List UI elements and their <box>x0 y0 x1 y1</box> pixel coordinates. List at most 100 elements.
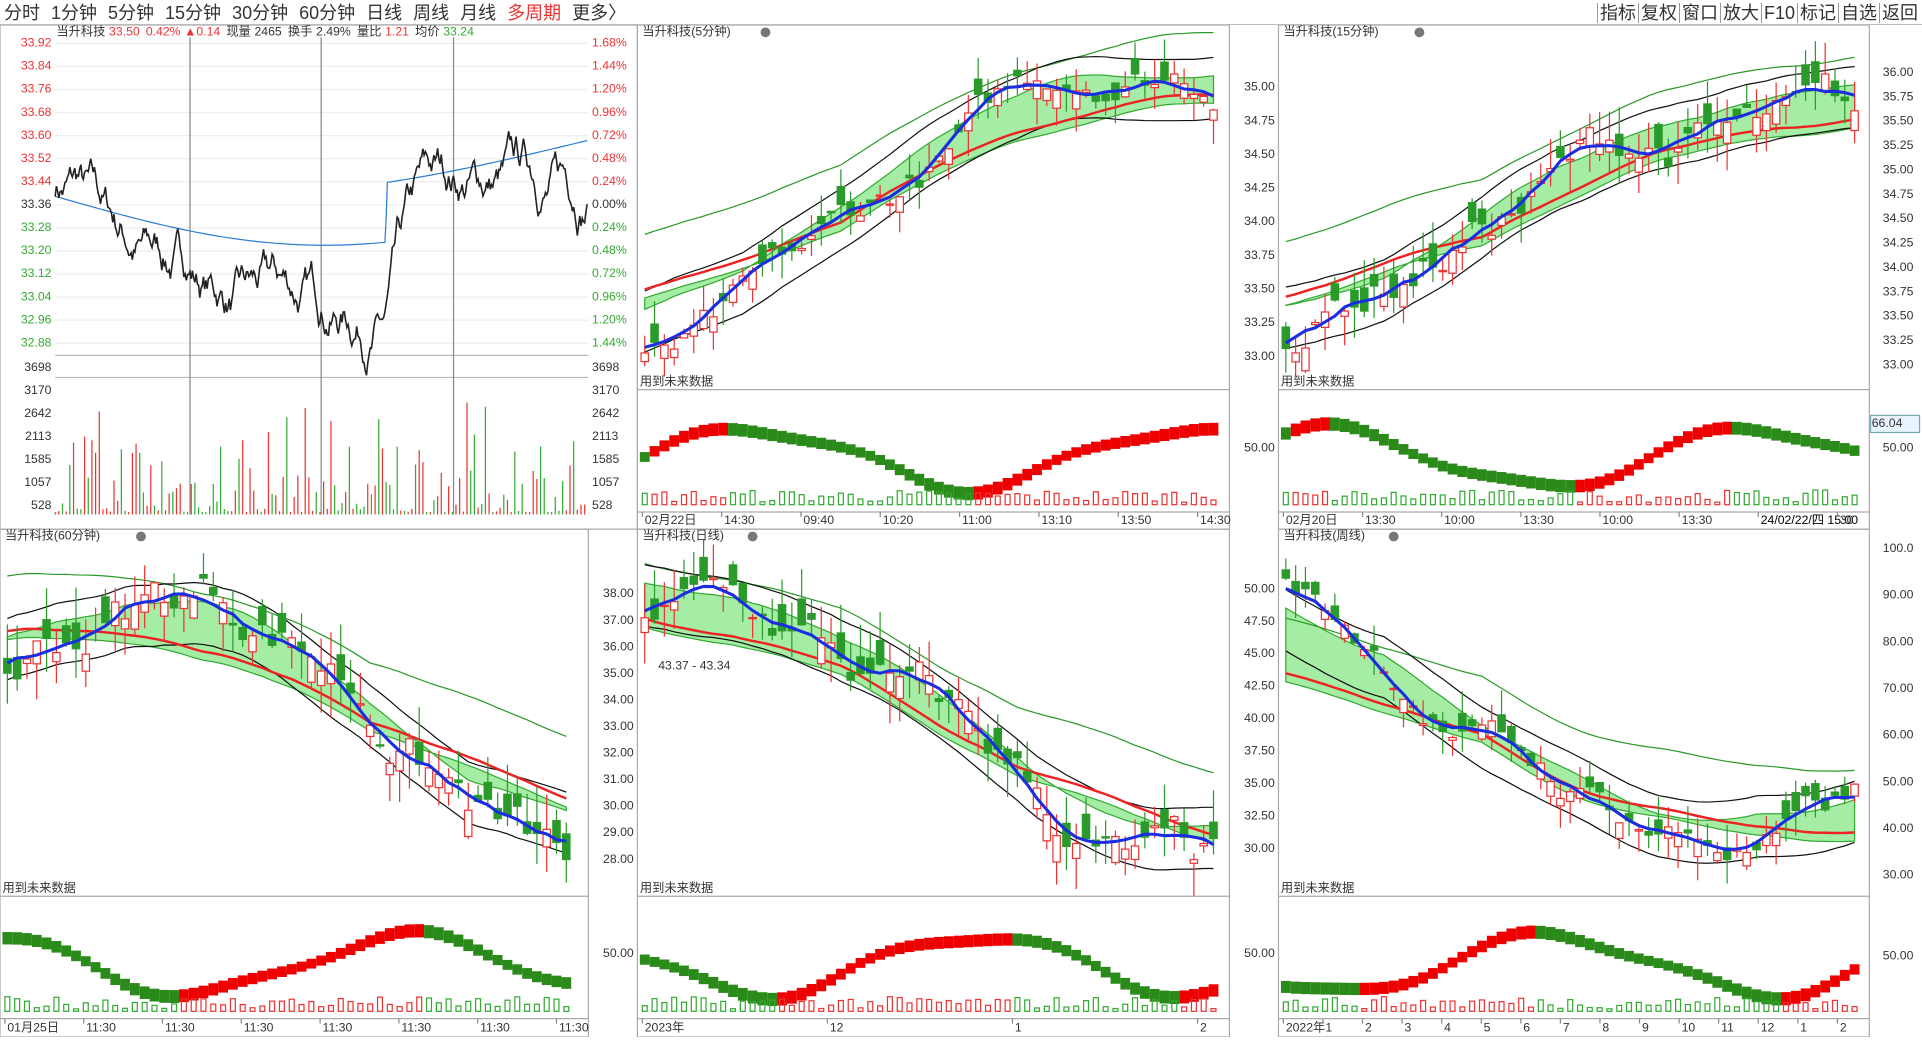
osc-bar <box>306 958 317 969</box>
candle <box>1820 73 1830 92</box>
tool-button[interactable]: 标记 <box>1797 3 1836 23</box>
tool-button[interactable]: 复权 <box>1637 3 1677 23</box>
osc-bar <box>1741 422 1752 436</box>
tool-button[interactable]: 窗口 <box>1678 3 1718 23</box>
axis-label: 34.75 <box>1883 187 1914 201</box>
sub-bar <box>1210 1007 1217 1012</box>
osc-bar <box>1575 935 1585 948</box>
candle <box>1169 73 1179 84</box>
period-tab[interactable]: 多周期 <box>507 3 562 23</box>
candle <box>856 215 865 222</box>
candle <box>1052 89 1061 109</box>
osc-bar <box>1100 966 1111 978</box>
candle <box>1310 321 1320 326</box>
period-tab[interactable]: 日线 <box>366 3 403 23</box>
osc-bar <box>1032 464 1042 476</box>
osc-bar <box>1771 992 1782 1006</box>
osc-bar <box>1643 955 1654 966</box>
sub-bar <box>484 1003 491 1012</box>
axis-label: 1.44% <box>592 335 627 349</box>
osc-bar <box>1071 949 1082 961</box>
osc-bar <box>1310 982 1321 995</box>
period-tab[interactable]: 1分钟 <box>51 3 98 23</box>
axis-label: 30.00 <box>603 799 634 813</box>
sub-bar <box>1459 490 1466 506</box>
osc-bar <box>1565 931 1576 945</box>
axis-label: 32.88 <box>21 335 52 349</box>
candle <box>228 622 238 626</box>
axis-label: 33.84 <box>21 59 52 73</box>
osc-bar <box>688 427 699 440</box>
osc-bar <box>1002 933 1013 946</box>
sub-bar <box>1596 1007 1603 1012</box>
axis-label: 1.68% <box>592 36 627 50</box>
period-tab[interactable]: 30分钟 <box>232 3 289 23</box>
sub-bar <box>151 1004 158 1012</box>
sub-bar <box>1390 491 1397 506</box>
axis-label: 50.00 <box>1883 948 1914 962</box>
osc-bar <box>1188 989 1199 1002</box>
sub-bar <box>1082 499 1090 506</box>
candle <box>944 148 954 166</box>
osc-bar <box>1139 432 1150 445</box>
axis-label: 33.04 <box>21 289 52 303</box>
tool-button[interactable]: 返回 <box>1879 3 1918 23</box>
candle <box>1654 819 1663 835</box>
osc-bar <box>1022 934 1033 947</box>
candle <box>1801 64 1810 86</box>
period-tab[interactable]: 周线 <box>413 3 450 23</box>
osc-bar <box>1149 430 1160 443</box>
osc-bar <box>796 434 807 446</box>
period-tab[interactable]: 分时 <box>4 3 40 23</box>
osc-bar <box>777 430 787 443</box>
time-label: 24/02/22/四 15:00 <box>1761 513 1859 527</box>
sub-bar <box>818 1007 825 1012</box>
sub-bar <box>1190 492 1197 506</box>
candle <box>934 698 944 703</box>
candle <box>1428 714 1438 720</box>
axis-label: 90.00 <box>1883 588 1914 602</box>
tool-button[interactable]: 自选 <box>1838 3 1877 23</box>
period-tab[interactable]: 更多〉 <box>572 3 627 23</box>
sub-bar <box>729 492 737 506</box>
sub-bar <box>1694 1001 1701 1012</box>
candle <box>679 577 689 590</box>
tool-button[interactable]: 放大 <box>1719 3 1759 23</box>
sub-bar <box>641 1005 648 1012</box>
sub-bar <box>1616 501 1623 506</box>
osc-bar <box>924 478 935 491</box>
sub-bar <box>1704 498 1711 506</box>
time-label: 13:30 <box>1523 513 1554 527</box>
sub-bar <box>1802 492 1809 506</box>
period-tab[interactable]: 15分钟 <box>165 3 222 23</box>
osc-bar <box>443 930 454 944</box>
period-tab[interactable]: 5分钟 <box>108 3 155 23</box>
quote-field: 1.21 <box>385 25 409 39</box>
osc-bar <box>1486 935 1497 948</box>
osc-bar <box>1477 940 1487 953</box>
sub-bar <box>121 1007 129 1012</box>
period-tab[interactable]: 60分钟 <box>299 3 356 23</box>
tool-button[interactable]: F10 <box>1760 3 1795 23</box>
tool-button[interactable]: 指标 <box>1596 3 1636 23</box>
sub-bar <box>1655 1004 1662 1012</box>
time-label: 9 <box>1642 1021 1649 1035</box>
candle <box>836 632 846 660</box>
sub-bar <box>1586 1006 1593 1012</box>
candle <box>1722 121 1732 144</box>
sub-bar <box>916 998 923 1012</box>
period-tab[interactable]: 月线 <box>460 3 497 23</box>
axis-label: 66.04 <box>1872 416 1903 430</box>
sub-bar <box>190 998 197 1012</box>
osc-bar <box>1604 473 1615 486</box>
axis-label: 37.00 <box>603 613 634 627</box>
candle <box>120 618 130 630</box>
candle <box>1399 283 1408 308</box>
candle <box>552 820 561 844</box>
candle <box>1179 822 1189 838</box>
candle <box>1013 69 1022 77</box>
sub-bar <box>1073 497 1080 506</box>
ma-red <box>644 617 1214 837</box>
axis-label: 33.12 <box>21 266 52 280</box>
osc-bar <box>1457 951 1468 963</box>
